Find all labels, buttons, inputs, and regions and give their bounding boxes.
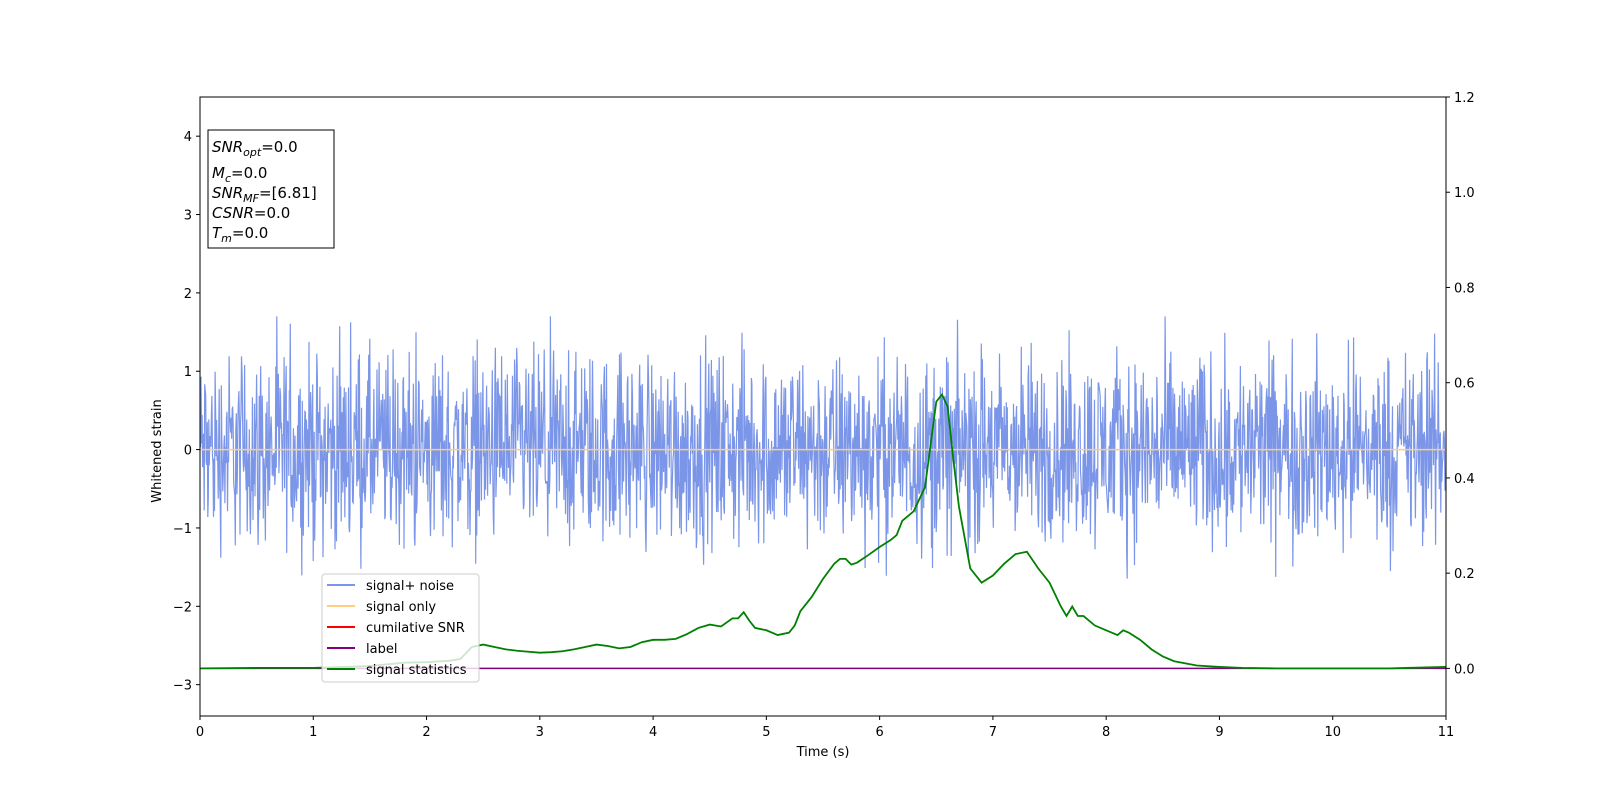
- x-tick-label: 4: [649, 725, 657, 740]
- y-axis-label: Whitened strain: [150, 399, 165, 502]
- y-tick-label: 2: [184, 287, 192, 302]
- info-snr-mf: SNRMF=[6.81]: [212, 184, 317, 205]
- plot-frame: [199, 96, 1447, 717]
- y2-tick-label: 1.2: [1454, 91, 1475, 106]
- info-csnr: CSNR=0.0: [212, 204, 290, 222]
- x-tick-label: 9: [1215, 725, 1223, 740]
- x-tick-label: 3: [536, 725, 544, 740]
- x-tick-label: 5: [762, 725, 770, 740]
- x-tick-label: 11: [1438, 725, 1455, 740]
- y-tick-label: 3: [184, 209, 192, 224]
- x-tick-label: 10: [1324, 725, 1341, 740]
- info-mc: Mc=0.0: [212, 164, 267, 185]
- info-box: SNRopt=0.0 Mc=0.0 SNRMF=[6.81] CSNR=0.0 …: [207, 129, 335, 249]
- y-tick-label: −2: [173, 600, 192, 615]
- y-tick-label: −1: [173, 522, 192, 537]
- legend-label-signal-noise: signal+ noise: [366, 579, 454, 594]
- y-tick-label: −3: [173, 679, 192, 694]
- x-tick-label: 8: [1102, 725, 1110, 740]
- x-tick-label: 2: [422, 725, 430, 740]
- y2-tick-label: 0.6: [1454, 377, 1475, 392]
- legend-label-label: label: [366, 642, 397, 657]
- series-signal-noise-line: [200, 316, 1446, 579]
- x-tick-label: 1: [309, 725, 317, 740]
- y2-tick-label: 0.4: [1454, 472, 1475, 487]
- y-tick-label: 4: [184, 130, 192, 145]
- legend-label-cumulative-snr: cumilative SNR: [366, 621, 465, 636]
- x-tick-label: 0: [196, 725, 204, 740]
- y-tick-label: 0: [184, 444, 192, 459]
- info-tm: Tm=0.0: [212, 224, 268, 245]
- info-box-frame: [207, 129, 335, 249]
- y-tick-label: 1: [184, 365, 192, 380]
- x-tick-label: 7: [989, 725, 997, 740]
- axes: 0 1 2 3 4 5 6 7 8 9 10 11 −3 −2 −1 0 1 2 3 4 0.0 0.2 0.4 0.6 0.8…: [173, 91, 1475, 740]
- y2-tick-label: 0.8: [1454, 281, 1475, 296]
- series-signal-statistics-line: [200, 392, 1446, 670]
- legend: signal+ noise signal only cumilative SNR…: [321, 573, 480, 683]
- y2-tick-label: 1.0: [1454, 186, 1475, 201]
- legend-label-signal-statistics: signal statistics: [366, 663, 467, 678]
- info-snr-opt: SNRopt=0.0: [212, 138, 298, 159]
- legend-label-signal-only: signal only: [366, 600, 436, 615]
- y2-tick-label: 0.2: [1454, 567, 1475, 582]
- legend-frame: [321, 573, 480, 683]
- x-axis-label: Time (s): [796, 745, 850, 760]
- x-tick-label: 6: [875, 725, 883, 740]
- y2-tick-label: 0.0: [1454, 662, 1475, 677]
